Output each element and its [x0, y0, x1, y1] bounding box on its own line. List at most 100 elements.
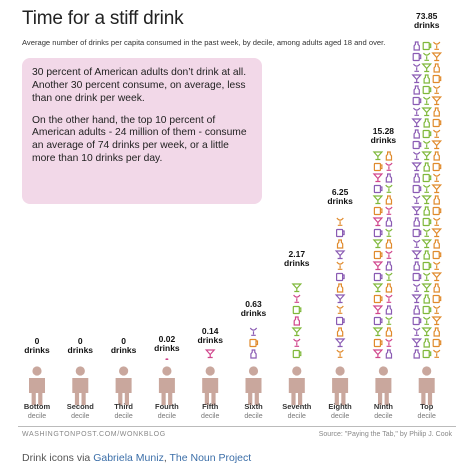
decile-label: Seventh: [282, 402, 312, 411]
bottle-shape: [413, 349, 420, 359]
drink-icon: [336, 272, 345, 282]
drink-icon: [385, 206, 393, 215]
bottle-shape: [413, 217, 420, 227]
person-body: [245, 378, 262, 405]
mug-body: [422, 305, 430, 315]
chart-title: Time for a stiff drink: [22, 8, 184, 29]
bottle-shape: [336, 327, 344, 337]
drink-icon: [411, 250, 423, 260]
goblet-shape: [423, 52, 431, 61]
drink-icon: [432, 206, 442, 216]
drink-icon: [372, 239, 384, 249]
drink-icon: [421, 151, 433, 161]
unit-label: drinks: [68, 345, 94, 355]
mug-body: [432, 250, 440, 260]
mug-body: [412, 96, 420, 106]
drink-icon: [412, 96, 422, 106]
drink-icon: [432, 250, 442, 260]
goblet-shape: [413, 195, 421, 204]
mug-body: [373, 316, 381, 326]
icon-credit-author-link[interactable]: Gabriela Muniz: [93, 452, 164, 464]
glass-shape: [291, 283, 303, 293]
drink-icon: [385, 305, 393, 315]
drink-icon: [422, 217, 432, 227]
drink-icon: [433, 85, 441, 94]
glass-shape: [372, 217, 384, 227]
bottle-shape: [423, 162, 430, 172]
glass-shape: [204, 349, 216, 359]
mug-handle: [419, 318, 422, 324]
bottle-shape: [385, 305, 393, 315]
drink-icon: [411, 74, 423, 84]
drink-icon: [413, 151, 421, 160]
glass-shape: [372, 173, 384, 183]
decile-sublabel: decile: [374, 413, 392, 420]
drink-icon: [431, 52, 443, 62]
mug-body: [422, 349, 430, 359]
mug-handle: [380, 274, 383, 280]
unit-label: drinks: [197, 335, 223, 345]
bottle-shape: [385, 261, 393, 271]
bottle-shape: [336, 283, 344, 293]
mug-body: [432, 338, 440, 348]
mug-handle: [419, 274, 422, 280]
glass-shape: [372, 283, 384, 293]
drink-icon: [431, 228, 443, 238]
drink-icon: [432, 294, 442, 304]
decile-sublabel: decile: [201, 413, 219, 420]
person-head: [119, 366, 129, 376]
drink-icon: [422, 261, 432, 271]
drink-icon: [385, 338, 393, 347]
mug-body: [373, 228, 381, 238]
glass-shape: [411, 74, 423, 84]
drink-icon: [433, 283, 440, 293]
drink-icon: [433, 195, 440, 205]
drink-icon: [385, 228, 393, 237]
person-head: [378, 366, 388, 376]
mug-handle: [256, 340, 259, 346]
mug-body: [432, 206, 440, 216]
mug-body: [412, 272, 420, 282]
drink-icon: [413, 349, 420, 359]
person-head: [248, 366, 259, 376]
drink-icon: [373, 184, 383, 194]
mug-handle: [429, 307, 432, 313]
unit-label: drinks: [371, 135, 397, 145]
drink-icon: [373, 162, 383, 172]
drink-icon: [412, 272, 422, 282]
goblet-shape: [433, 173, 441, 182]
drink-icon: [433, 41, 441, 50]
drink-icon: [385, 195, 393, 205]
drink-icon: [385, 272, 393, 281]
drink-icon: [421, 63, 433, 73]
glass-shape: [372, 261, 384, 271]
glass-shape: [431, 96, 443, 106]
icon-credit-project-link[interactable]: The Noun Project: [169, 452, 252, 464]
drink-icon: [373, 228, 383, 238]
drink-icon: [433, 305, 441, 314]
person-head: [32, 366, 42, 376]
value-label: 0: [78, 336, 83, 346]
bottle-shape: [423, 74, 430, 84]
goblet-shape: [336, 217, 344, 226]
bottle-shape: [385, 195, 393, 205]
decile-label: Fifth: [202, 402, 219, 411]
drink-icon: [412, 228, 422, 238]
drink-icon: [413, 327, 421, 336]
bottle-shape: [250, 349, 257, 359]
drink-icon: [423, 250, 430, 260]
drink-icon: [385, 239, 393, 249]
glass-shape: [372, 195, 384, 205]
glass-shape: [411, 338, 423, 348]
drink-icon: [411, 338, 423, 348]
drink-icon: [372, 327, 384, 337]
drink-icon: [423, 52, 431, 61]
icon-credit: Drink icons via Gabriela Muniz, The Noun…: [22, 452, 251, 464]
drink-icon: [432, 74, 442, 84]
goblet-shape: [293, 294, 301, 303]
bottle-shape: [413, 129, 420, 139]
bottle-shape: [385, 349, 393, 359]
mug-body: [373, 338, 381, 348]
mug-body: [432, 74, 440, 84]
glass-shape: [372, 151, 384, 161]
